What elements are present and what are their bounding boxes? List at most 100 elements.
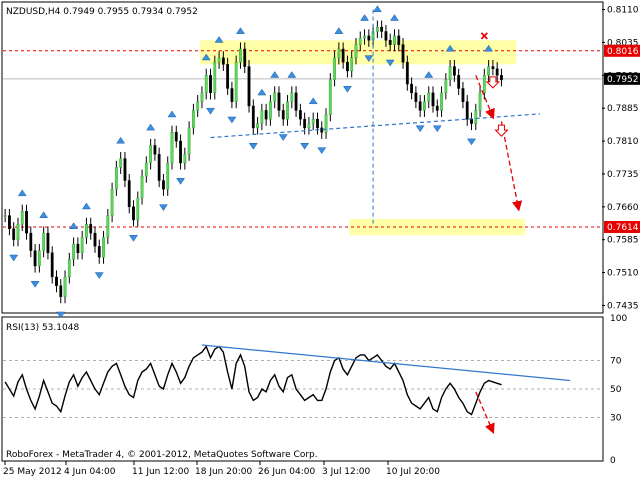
candle-body <box>50 252 54 278</box>
candle-body <box>114 167 118 190</box>
candle-body <box>388 40 392 45</box>
main-chart-title: NZDUSD,H4 0.7949 0.7955 0.7934 0.7952 <box>6 7 198 17</box>
candle-body <box>401 44 405 63</box>
fractal-down-arrow <box>432 125 442 133</box>
candle-body <box>33 250 37 267</box>
fractal-up-arrow <box>167 110 177 118</box>
fractal-up-arrow <box>360 14 370 21</box>
candle-body <box>269 101 272 120</box>
rsi-tick-label: 0 <box>610 456 616 466</box>
candle-body <box>303 118 307 129</box>
candle-body <box>435 105 439 111</box>
candle-body <box>256 123 259 129</box>
candle-body <box>230 88 234 102</box>
candle-body <box>281 110 285 120</box>
y-tick-label: 0.8110 <box>607 6 639 16</box>
candle-body <box>239 48 242 63</box>
y-tick-label: 0.7660 <box>607 203 639 213</box>
down-arrow-icon <box>485 76 501 89</box>
candle-body <box>491 66 495 69</box>
fractal-down-arrow <box>30 281 40 288</box>
rsi-tick-label: 30 <box>610 413 622 423</box>
candle-body <box>153 145 157 155</box>
candle-body <box>452 66 456 76</box>
candle-body <box>495 68 499 76</box>
candle-body <box>72 243 75 260</box>
x-tick-label: 10 Jul 20:00 <box>386 467 440 477</box>
candle-body <box>444 79 448 94</box>
y-tick-label: 0.7435 <box>607 301 639 311</box>
fractal-up-arrow <box>308 97 318 105</box>
candle-body <box>140 175 144 199</box>
fractal-down-arrow <box>415 125 425 133</box>
fractal-down-arrow <box>364 55 374 63</box>
candle-body <box>183 154 187 164</box>
candle-body <box>221 57 225 65</box>
candle-body <box>277 92 281 111</box>
cross-icon <box>480 32 488 40</box>
fractal-up-arrow <box>424 71 434 78</box>
candle-body <box>97 246 101 258</box>
candle-body <box>290 92 294 102</box>
candle-body <box>264 110 268 120</box>
fractal-down-arrow <box>385 59 395 67</box>
candle-body <box>149 145 153 164</box>
price-label: 0.7952 <box>604 72 640 85</box>
candle-body <box>213 61 217 94</box>
candle-body <box>136 197 140 221</box>
fractal-down-arrow <box>176 178 186 185</box>
candle-body <box>16 224 20 240</box>
support-trend-line <box>210 113 541 139</box>
candle-body <box>93 232 97 247</box>
candle-body <box>12 228 16 240</box>
y-tick-label: 0.8035 <box>607 38 639 48</box>
forecast-overlays <box>210 9 541 227</box>
candle-body <box>196 101 200 111</box>
fractal-up-arrow <box>17 189 27 197</box>
candle-body <box>465 101 469 120</box>
candle-body <box>209 75 212 94</box>
candle-body <box>346 61 349 72</box>
y-tick-label: 0.7810 <box>607 137 639 147</box>
candle-body <box>251 105 255 129</box>
fractal-up-arrow <box>69 222 79 229</box>
rsi-series <box>3 344 602 434</box>
rsi-forecast-arrow <box>475 391 495 434</box>
candle-body <box>162 180 165 190</box>
candle-body <box>106 215 110 238</box>
candle-body <box>500 75 503 80</box>
candle-body <box>423 101 426 111</box>
fractal-up-arrow <box>484 44 494 52</box>
y-tick-label: 0.7885 <box>607 104 639 114</box>
fractal-up-arrow <box>214 35 224 43</box>
candle-body <box>307 123 311 129</box>
candle-body <box>397 35 401 45</box>
candle-body <box>461 88 465 102</box>
price-label-box <box>604 72 640 85</box>
candle-body <box>440 92 443 111</box>
fractal-down-arrow <box>317 147 327 155</box>
fractal-up-arrow <box>81 202 91 210</box>
fractal-up-arrow <box>201 53 211 61</box>
fractal-up-arrow <box>287 71 297 78</box>
price-label-box <box>604 44 640 57</box>
candle-body <box>85 224 88 238</box>
resistance-zone <box>199 40 517 65</box>
candle-body <box>102 237 105 258</box>
candle-body <box>333 57 336 80</box>
candle-body <box>298 110 302 120</box>
candle-body <box>55 276 58 286</box>
candle-body <box>59 285 63 297</box>
candle-body <box>226 64 230 89</box>
candle-body <box>410 83 414 94</box>
candle-body <box>191 110 195 129</box>
fractal-up-arrow <box>270 71 280 78</box>
fractal-up-arrow <box>235 27 245 34</box>
fractal-down-arrow <box>9 254 19 262</box>
candle-body <box>358 37 362 45</box>
candle-body <box>448 66 452 80</box>
rsi-panel-frame <box>1 316 604 462</box>
candle-body <box>166 162 170 190</box>
candle-body <box>328 79 332 115</box>
